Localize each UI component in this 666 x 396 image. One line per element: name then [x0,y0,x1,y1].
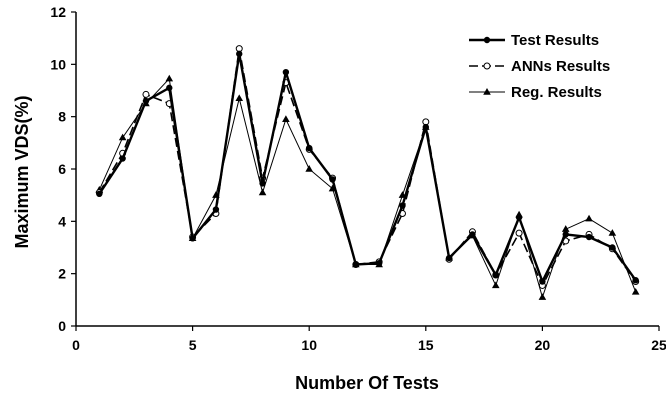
data-point-series-0 [375,260,383,267]
legend-label-0: Test Results [511,32,599,49]
data-point-series-2 [538,293,547,300]
data-point-series-0 [562,231,569,238]
data-point-series-1 [515,229,523,237]
data-point-series-0 [539,278,546,285]
data-point-series-0 [142,97,150,105]
y-tick-label: 2 [58,266,66,282]
legend-marker-2 [483,88,491,95]
data-point-series-0 [352,261,360,268]
data-point-series-0 [282,68,290,76]
data-point-series-2 [282,115,290,122]
series-line-1 [98,48,637,288]
legend: Test Results ANNs Results Reg. Results [469,32,610,101]
x-tick-label: 10 [301,337,317,353]
x-tick-label: 25 [651,337,666,353]
data-point-series-0 [422,123,429,131]
y-tick-label: 6 [58,161,66,177]
data-point-series-2 [258,188,267,196]
legend-marker-0 [483,36,491,44]
x-tick-label: 5 [189,337,197,353]
legend-marker-1 [483,62,491,70]
data-point-series-0 [609,244,616,251]
data-point-series-2 [165,74,174,82]
data-point-series-0 [585,233,593,241]
data-point-series-0 [259,180,266,187]
data-point-series-2 [305,165,313,172]
series-layer [95,45,640,300]
data-point-series-0 [166,84,173,92]
data-point-series-0 [399,202,406,209]
data-point-series-2 [118,133,127,141]
series-2 [95,74,640,300]
data-point-series-0 [445,254,453,262]
data-point-series-1 [142,90,150,98]
x-tick-label: 0 [72,337,80,353]
data-point-series-0 [212,206,220,213]
data-point-series-2 [608,229,617,236]
data-point-series-0 [306,144,313,152]
data-point-series-2 [631,287,640,295]
legend-label-1: ANNs Results [511,58,610,75]
x-tick-label: 15 [418,337,434,353]
data-point-series-0 [329,176,336,183]
data-point-series-2 [585,214,593,222]
data-point-series-0 [469,231,476,238]
data-point-series-0 [515,214,523,221]
y-tick-label: 10 [50,56,66,72]
series-0 [96,50,639,285]
data-point-series-0 [119,155,126,162]
legend-label-2: Reg. Results [511,84,602,101]
data-point-series-2 [561,225,570,232]
data-point-series-2 [235,94,244,102]
y-axis-title: Maximum VDS(%) [12,95,32,248]
data-point-series-0 [632,277,639,284]
y-tick-label: 8 [58,109,66,125]
data-point-series-0 [189,235,196,242]
data-point-series-0 [492,271,499,279]
y-tick-label: 4 [58,213,66,229]
series-line-0 [98,53,637,285]
x-axis-title: Number Of Tests [295,373,439,393]
y-tick-label: 0 [58,318,66,334]
data-point-series-0 [96,190,103,198]
x-tick-label: 20 [535,337,551,353]
y-tick-label: 12 [50,4,66,20]
data-point-series-2 [491,281,500,289]
axes: 0 5 10 15 20 25 0 2 4 6 8 10 12 [50,4,666,353]
data-point-series-0 [236,50,243,58]
